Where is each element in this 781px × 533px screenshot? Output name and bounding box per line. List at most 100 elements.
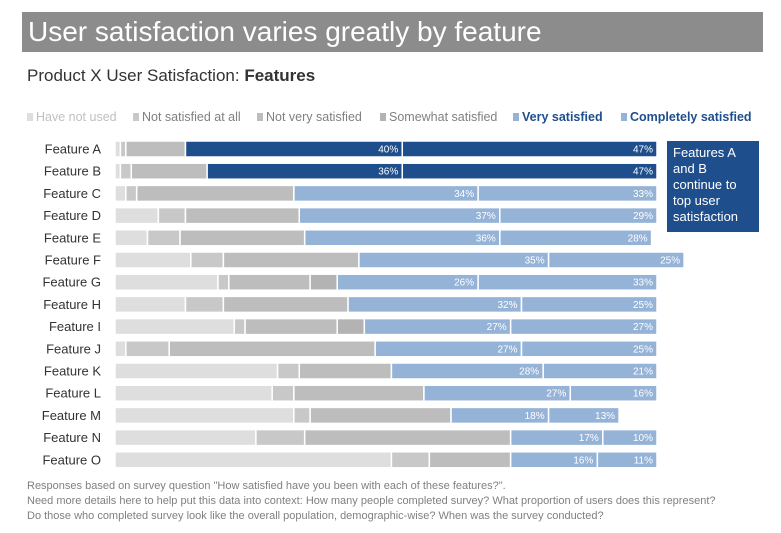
- legend-label-very-satisfied: Very satisfied: [522, 110, 603, 124]
- bar-feature-g-somewhat-satisfied: [309, 273, 338, 291]
- bar-feature-j-completely-satisfied: [520, 340, 658, 358]
- legend-item-have-not-used: Have not used: [27, 110, 117, 124]
- data-label-feature-b-completely-satisfied: 47%: [633, 167, 653, 178]
- data-label-feature-m-very-satisfied: 18%: [525, 411, 545, 422]
- bar-feature-a-have-not-used: [114, 140, 122, 158]
- bar-feature-f-have-not-used: [114, 251, 192, 269]
- legend-swatch-completely-satisfied: [621, 113, 627, 121]
- data-label-feature-b-very-satisfied: 36%: [378, 167, 398, 178]
- data-label-feature-j-very-satisfied: 27%: [497, 344, 517, 355]
- data-label-feature-f-very-satisfied: 35%: [525, 256, 545, 267]
- legend-item-not-satisfied-at-all: Not satisfied at all: [133, 110, 241, 124]
- data-label-feature-i-very-satisfied: 27%: [487, 322, 507, 333]
- bar-feature-g-completely-satisfied: [477, 273, 658, 291]
- bar-feature-o-have-not-used: [114, 451, 393, 469]
- subtitle-prefix: Product X User Satisfaction:: [27, 66, 245, 85]
- bar-feature-g-not-very-satisfied: [228, 273, 311, 291]
- data-label-feature-e-very-satisfied: 36%: [476, 233, 496, 244]
- bar-feature-e-not-very-satisfied: [179, 229, 306, 247]
- data-label-feature-l-very-satisfied: 27%: [546, 389, 566, 400]
- legend-item-completely-satisfied: Completely satisfied: [621, 110, 752, 124]
- bar-feature-f-very-satisfied: [358, 251, 550, 269]
- bar-feature-b-have-not-used: [114, 162, 122, 180]
- data-label-feature-c-completely-satisfied: 33%: [633, 189, 653, 200]
- data-label-feature-o-very-satisfied: 16%: [573, 455, 593, 466]
- data-label-feature-o-completely-satisfied: 11%: [634, 455, 653, 466]
- data-label-feature-i-completely-satisfied: 27%: [633, 322, 653, 333]
- bar-feature-k-not-very-satisfied: [298, 362, 393, 380]
- legend-label-somewhat-satisfied: Somewhat satisfied: [389, 110, 498, 124]
- bar-feature-d-very-satisfied: [298, 206, 501, 225]
- bar-feature-o-completely-satisfied: [596, 451, 658, 469]
- category-label-feature-h: Feature H: [43, 297, 101, 312]
- footnote-line-3: Do those who completed survey look like …: [27, 510, 604, 522]
- bar-feature-a-very-satisfied: [184, 140, 404, 158]
- bar-feature-o-not-very-satisfied: [428, 451, 512, 469]
- bar-feature-j-not-very-satisfied: [168, 340, 376, 358]
- data-label-feature-n-very-satisfied: 17%: [579, 433, 599, 444]
- data-label-feature-l-completely-satisfied: 16%: [633, 389, 653, 400]
- bar-feature-n-not-satisfied-at-all: [255, 428, 306, 447]
- bar-feature-a-not-very-satisfied: [125, 140, 187, 158]
- bar-feature-c-not-very-satisfied: [135, 184, 295, 203]
- category-label-feature-o: Feature O: [42, 452, 101, 467]
- category-label-feature-i: Feature I: [49, 319, 101, 334]
- legend-item-very-satisfied: Very satisfied: [513, 110, 603, 124]
- legend-label-completely-satisfied: Completely satisfied: [630, 110, 752, 124]
- bar-feature-h-have-not-used: [114, 295, 187, 314]
- bar-feature-n-have-not-used: [114, 428, 257, 447]
- bar-feature-m-not-very-satisfied: [309, 406, 452, 425]
- data-label-feature-f-completely-satisfied: 25%: [660, 256, 680, 267]
- bar-feature-a-not-satisfied-at-all: [119, 140, 127, 158]
- callout-box: Features A and B continue to top user sa…: [667, 141, 759, 232]
- data-label-feature-h-very-satisfied: 32%: [497, 300, 517, 311]
- bar-feature-g-have-not-used: [114, 273, 219, 291]
- bar-feature-d-have-not-used: [114, 206, 160, 225]
- bar-feature-i-have-not-used: [114, 317, 235, 336]
- data-label-feature-a-very-satisfied: 40%: [378, 145, 398, 156]
- bar-feature-f-not-satisfied-at-all: [190, 251, 225, 269]
- category-label-feature-l: Feature L: [45, 386, 101, 401]
- bar-feature-b-very-satisfied: [206, 162, 404, 180]
- bar-feature-i-not-satisfied-at-all: [233, 317, 246, 336]
- legend-label-not-very-satisfied: Not very satisfied: [266, 110, 362, 124]
- data-label-feature-j-completely-satisfied: 25%: [633, 344, 653, 355]
- category-label-feature-d: Feature D: [43, 208, 101, 223]
- bar-feature-k-not-satisfied-at-all: [276, 362, 301, 380]
- bar-feature-o-not-satisfied-at-all: [390, 451, 431, 469]
- data-label-feature-k-completely-satisfied: 21%: [633, 367, 653, 378]
- data-label-feature-d-very-satisfied: 37%: [476, 211, 496, 222]
- bar-feature-k-have-not-used: [114, 362, 279, 380]
- bar-feature-h-not-very-satisfied: [222, 295, 349, 314]
- bar-feature-m-completely-satisfied: [547, 406, 620, 425]
- legend-item-somewhat-satisfied: Somewhat satisfied: [380, 110, 497, 124]
- legend-label-have-not-used: Have not used: [36, 110, 117, 124]
- banner-title: User satisfaction varies greatly by feat…: [22, 12, 763, 52]
- data-label-feature-g-completely-satisfied: 33%: [633, 278, 653, 289]
- bar-feature-e-very-satisfied: [303, 229, 501, 247]
- bar-feature-c-very-satisfied: [293, 184, 479, 203]
- legend-swatch-have-not-used: [27, 113, 33, 121]
- bar-feature-l-completely-satisfied: [569, 384, 658, 402]
- bar-feature-i-completely-satisfied: [509, 317, 658, 336]
- category-label-feature-k: Feature K: [44, 364, 101, 379]
- bar-feature-h-not-satisfied-at-all: [184, 295, 225, 314]
- bar-feature-h-completely-satisfied: [520, 295, 658, 314]
- legend-swatch-not-satisfied-at-all: [133, 113, 139, 121]
- data-label-feature-k-very-satisfied: 28%: [519, 367, 539, 378]
- bar-feature-d-not-very-satisfied: [184, 206, 301, 225]
- legend-item-not-very-satisfied: Not very satisfied: [257, 110, 362, 124]
- bar-feature-j-have-not-used: [114, 340, 127, 358]
- data-label-feature-e-completely-satisfied: 28%: [628, 233, 648, 244]
- bar-feature-e-not-satisfied-at-all: [146, 229, 181, 247]
- bar-feature-m-have-not-used: [114, 406, 295, 425]
- category-label-feature-j: Feature J: [46, 341, 101, 356]
- bar-feature-n-not-very-satisfied: [303, 428, 512, 447]
- bar-feature-g-not-satisfied-at-all: [217, 273, 230, 291]
- footnote-line-2: Need more details here to help put this …: [27, 495, 716, 507]
- bar-feature-b-not-very-satisfied: [130, 162, 208, 180]
- bar-feature-k-completely-satisfied: [542, 362, 658, 380]
- bar-feature-n-completely-satisfied: [602, 428, 658, 447]
- footnote: Responses based on survey question "How …: [27, 479, 716, 524]
